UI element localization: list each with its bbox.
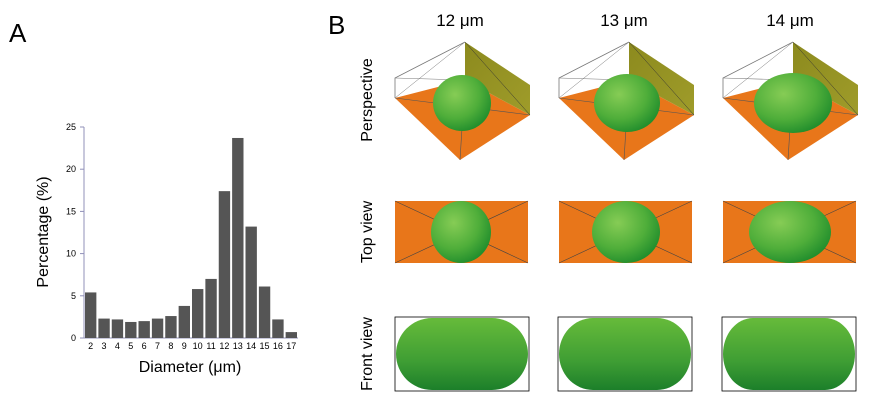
y-tick-label: 10 xyxy=(66,249,76,259)
row-header-perspective: Perspective xyxy=(359,58,376,142)
panel-label-b: B xyxy=(328,10,345,40)
histogram-bar xyxy=(232,137,244,338)
x-tick-label: 15 xyxy=(260,341,270,351)
row-header-front-view: Front view xyxy=(359,317,376,391)
column-header-13um: 13 μm xyxy=(600,11,648,30)
histogram-bar xyxy=(151,318,164,338)
front-view-render-14um xyxy=(721,316,857,392)
x-tick-label: 8 xyxy=(168,341,173,351)
top-view-render-13um xyxy=(558,200,693,264)
histogram-bar xyxy=(125,321,137,338)
histogram-bar xyxy=(218,191,231,338)
perspective-render-14um xyxy=(722,41,859,161)
histogram-bar xyxy=(192,289,204,338)
column-header-14um: 14 μm xyxy=(766,11,814,30)
x-tick-label: 16 xyxy=(273,341,283,351)
perspective-render-13um xyxy=(558,41,695,161)
histogram-bar xyxy=(205,278,217,338)
y-tick-label: 25 xyxy=(66,122,76,132)
histogram-bar xyxy=(178,305,190,338)
x-tick-label: 7 xyxy=(155,341,160,351)
x-tick-label: 13 xyxy=(233,341,243,351)
top-view-render-12um xyxy=(394,200,529,264)
x-tick-label: 5 xyxy=(128,341,133,351)
y-tick-label: 15 xyxy=(66,206,76,216)
histogram-bar xyxy=(272,319,284,338)
x-tick-label: 10 xyxy=(193,341,203,351)
histogram-bar xyxy=(111,319,124,338)
y-tick-label: 0 xyxy=(71,333,76,343)
x-tick-label: 2 xyxy=(88,341,93,351)
x-tick-label: 11 xyxy=(206,341,215,351)
front-view-render-13um xyxy=(557,316,693,392)
x-tick-label: 3 xyxy=(102,341,107,351)
x-axis-title: Diameter (μm) xyxy=(139,359,242,376)
perspective-render-12um xyxy=(394,41,531,161)
x-tick-label: 12 xyxy=(219,341,229,351)
panel-label-a: A xyxy=(9,18,27,48)
x-tick-label: 4 xyxy=(115,341,120,351)
y-tick-label: 20 xyxy=(66,164,76,174)
front-view-render-12um xyxy=(394,316,530,392)
row-header-top-view: Top view xyxy=(359,200,376,263)
histogram-bar xyxy=(98,318,110,338)
histogram-bar xyxy=(258,286,271,338)
histogram-bar xyxy=(165,316,177,338)
histogram-bar xyxy=(85,292,97,338)
histogram-bar xyxy=(138,321,150,338)
histogram-bar xyxy=(245,226,257,338)
x-tick-label: 6 xyxy=(142,341,147,351)
x-tick-label: 9 xyxy=(182,341,187,351)
y-tick-label: 5 xyxy=(71,291,76,301)
x-tick-label: 17 xyxy=(286,341,296,351)
column-header-12um: 12 μm xyxy=(436,11,484,30)
y-axis-title: Percentage (%) xyxy=(35,176,52,287)
top-view-render-14um xyxy=(722,200,857,264)
x-tick-label: 14 xyxy=(246,341,256,351)
histogram-bar xyxy=(285,332,297,338)
